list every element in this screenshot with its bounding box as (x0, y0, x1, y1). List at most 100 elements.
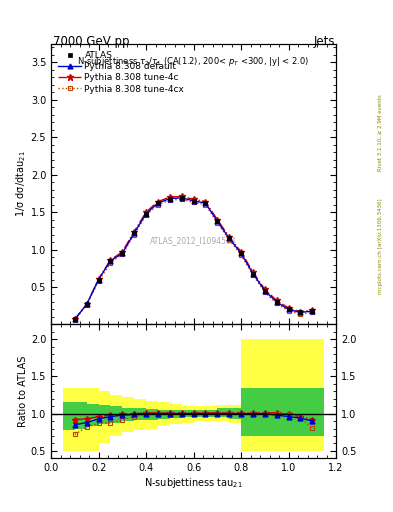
ATLAS (286, 306, 291, 312)
ATLAS (227, 235, 231, 241)
Bar (300, 388, 312, 436)
Line: Pythia 8.308 tune-4cx: Pythia 8.308 tune-4cx (72, 197, 315, 323)
Pythia 8.308 tune-4cx (84, 302, 89, 308)
ATLAS (96, 276, 101, 283)
Pythia 8.308 tune-4c (120, 249, 125, 255)
Bar (312, 339, 324, 451)
Text: mcplots.cern.ch [arXiv:1306.3436]: mcplots.cern.ch [arXiv:1306.3436] (378, 198, 383, 293)
Text: ATLAS_2012_I1094564: ATLAS_2012_I1094564 (150, 236, 237, 245)
Pythia 8.308 default (298, 309, 303, 315)
Bar (288, 388, 300, 436)
Y-axis label: 1/σ dσ/dtau$_{21}$: 1/σ dσ/dtau$_{21}$ (14, 151, 28, 217)
Pythia 8.308 tune-4c (310, 307, 315, 313)
ATLAS (239, 250, 243, 257)
ATLAS (191, 198, 196, 204)
Pythia 8.308 tune-4c (215, 217, 220, 223)
Bar (193, 410, 206, 417)
ATLAS (179, 195, 184, 201)
Line: ATLAS: ATLAS (72, 196, 315, 322)
Bar (87, 388, 99, 451)
Line: Pythia 8.308 default: Pythia 8.308 default (72, 196, 315, 322)
Bar (241, 339, 253, 451)
Bar (265, 339, 277, 451)
Pythia 8.308 tune-4cx (108, 260, 113, 266)
Pythia 8.308 default (251, 270, 255, 276)
Bar (217, 404, 229, 421)
Bar (170, 404, 182, 424)
Bar (134, 399, 146, 430)
Pythia 8.308 tune-4c (227, 234, 231, 240)
ATLAS (144, 210, 149, 217)
ATLAS (251, 270, 255, 276)
Bar (277, 388, 288, 436)
Text: 7000 GeV pp: 7000 GeV pp (53, 35, 130, 48)
ATLAS (203, 200, 208, 206)
Pythia 8.308 default (286, 306, 291, 312)
Pythia 8.308 tune-4cx (191, 199, 196, 205)
Pythia 8.308 tune-4c (274, 297, 279, 304)
Pythia 8.308 tune-4cx (72, 317, 77, 323)
Pythia 8.308 default (84, 301, 89, 307)
Pythia 8.308 tune-4c (96, 275, 101, 282)
Pythia 8.308 tune-4c (191, 196, 196, 202)
ATLAS (156, 200, 160, 206)
Pythia 8.308 tune-4c (251, 269, 255, 275)
Y-axis label: Ratio to ATLAS: Ratio to ATLAS (18, 356, 28, 427)
Pythia 8.308 tune-4cx (263, 289, 267, 295)
ATLAS (84, 301, 89, 307)
ATLAS (132, 230, 136, 236)
Text: Jets: Jets (314, 35, 335, 48)
Pythia 8.308 default (179, 195, 184, 201)
Bar (122, 397, 134, 432)
Pythia 8.308 tune-4c (286, 305, 291, 311)
Bar (158, 410, 170, 419)
Pythia 8.308 tune-4cx (274, 301, 279, 307)
Bar (312, 388, 324, 436)
Pythia 8.308 tune-4cx (167, 197, 172, 203)
ATLAS (274, 299, 279, 305)
ATLAS (298, 309, 303, 315)
ATLAS (120, 250, 125, 257)
Pythia 8.308 default (120, 250, 125, 257)
Pythia 8.308 tune-4cx (227, 237, 231, 243)
Bar (146, 409, 158, 420)
Bar (134, 409, 146, 420)
Bar (122, 408, 134, 421)
Bar (206, 406, 217, 421)
Pythia 8.308 tune-4cx (179, 196, 184, 202)
Pythia 8.308 tune-4c (132, 228, 136, 234)
Pythia 8.308 tune-4c (298, 309, 303, 315)
Bar (288, 339, 300, 451)
Bar (75, 388, 87, 451)
ATLAS (263, 288, 267, 294)
Pythia 8.308 tune-4cx (144, 212, 149, 218)
Bar (170, 410, 182, 418)
Pythia 8.308 tune-4cx (132, 231, 136, 238)
Bar (99, 391, 110, 443)
Legend: ATLAS, Pythia 8.308 default, Pythia 8.308 tune-4c, Pythia 8.308 tune-4cx: ATLAS, Pythia 8.308 default, Pythia 8.30… (55, 48, 187, 96)
Pythia 8.308 tune-4c (239, 249, 243, 255)
Bar (63, 402, 75, 430)
Bar (87, 404, 99, 426)
Pythia 8.308 tune-4c (72, 316, 77, 322)
Pythia 8.308 default (167, 196, 172, 202)
Bar (265, 388, 277, 436)
Pythia 8.308 default (156, 200, 160, 206)
Pythia 8.308 default (191, 198, 196, 204)
Pythia 8.308 tune-4c (84, 301, 89, 307)
Bar (229, 404, 241, 422)
Pythia 8.308 tune-4cx (310, 309, 315, 315)
Bar (241, 388, 253, 436)
Bar (63, 388, 75, 451)
Bar (158, 402, 170, 426)
Pythia 8.308 default (263, 288, 267, 294)
ATLAS (310, 308, 315, 314)
Pythia 8.308 tune-4cx (239, 252, 243, 258)
ATLAS (72, 316, 77, 322)
X-axis label: N-subjettiness tau$_{21}$: N-subjettiness tau$_{21}$ (144, 476, 243, 490)
Pythia 8.308 tune-4c (108, 257, 113, 263)
ATLAS (215, 218, 220, 224)
Bar (182, 410, 193, 417)
Bar (206, 410, 217, 417)
Bar (300, 339, 312, 451)
